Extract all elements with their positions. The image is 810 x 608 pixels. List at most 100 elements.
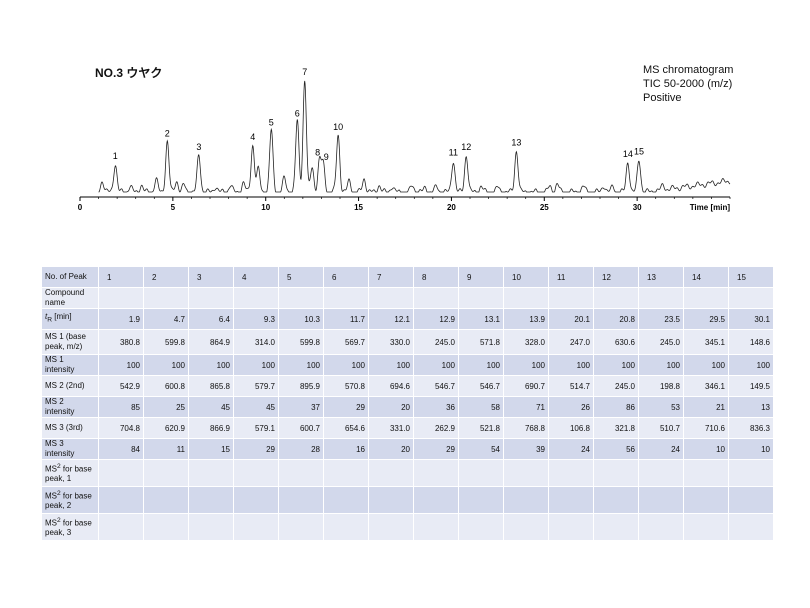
table-header-row: No. of Peak 1 2 3 4 5 6 7 8 9 10 11 12 13 14 15 [41,266,774,288]
table-cell: 570.8 [323,375,369,397]
table-cell [233,513,279,541]
table-cell: 100 [503,354,549,376]
table-cell: 247.0 [548,329,594,355]
table-cell: 345.1 [683,329,729,355]
peak-label-15: 15 [634,147,644,157]
table-cell: 262.9 [413,417,459,439]
table-cell: 29 [413,438,459,460]
row-label: MS 1 intensity [41,354,99,376]
table-cell [683,459,729,487]
peak-label-1: 1 [113,151,118,161]
table-cell: 630.6 [593,329,639,355]
table-row: MS2 for base peak, 3 [41,513,774,541]
peak-label-10: 10 [333,122,343,132]
peak-number: 14 [683,266,729,288]
table-cell: 198.8 [638,375,684,397]
table-cell [368,459,414,487]
table-cell [98,459,144,487]
table-cell: 28 [278,438,324,460]
table-cell [503,513,549,541]
table-cell: 245.0 [638,329,684,355]
table-cell: 521.8 [458,417,504,439]
table-cell [638,459,684,487]
tic-trace [98,80,731,193]
table-cell [143,459,189,487]
peak-number: 10 [503,266,549,288]
peak-number: 1 [98,266,144,288]
table-cell: 542.9 [98,375,144,397]
table-cell: 694.6 [368,375,414,397]
table-cell: 331.0 [368,417,414,439]
table-cell [188,513,234,541]
table-cell: 579.1 [233,417,279,439]
table-cell: 100 [233,354,279,376]
table-row: MS 1 (base peak, m/z) 380.8 599.8 864.9 314.… [41,329,774,355]
table-cell: 149.5 [728,375,774,397]
table-cell [728,287,774,309]
table-row: Compound name [41,287,774,309]
table-cell [413,513,459,541]
table-cell: 704.8 [98,417,144,439]
table-cell [143,287,189,309]
table-cell [98,287,144,309]
table-cell: 571.8 [458,329,504,355]
table-cell: 20.1 [548,308,594,330]
table-cell: 29.5 [683,308,729,330]
row-label: MS2 for base peak, 2 [41,486,99,514]
table-cell: 768.8 [503,417,549,439]
table-cell: 600.8 [143,375,189,397]
table-cell [458,486,504,514]
table-cell: 245.0 [593,375,639,397]
row-label: MS 2 intensity [41,396,99,418]
peak-number: 2 [143,266,189,288]
table-cell [143,513,189,541]
peak-label-9: 9 [324,152,329,162]
table-row: MS 3 (3rd) 704.8 620.9 866.9 579.1 600.7 654.6… [41,417,774,439]
table-cell: 546.7 [413,375,459,397]
table-cell: 100 [413,354,459,376]
x-tick-label: 30 [633,203,642,212]
table-row: MS 2 (2nd) 542.9 600.8 865.8 579.7 895.9 570.8… [41,375,774,397]
table-cell: 11.7 [323,308,369,330]
table-cell: 23.5 [638,308,684,330]
x-tick-label: 0 [78,203,83,212]
table-cell [278,459,324,487]
table-cell: 100 [323,354,369,376]
table-row: MS 3 intensity 84 11 15 29 28 16 20 29 54 39 24 56 24… [41,438,774,460]
x-tick-label: 10 [261,203,270,212]
table-cell [728,459,774,487]
table-cell: 13.1 [458,308,504,330]
table-cell: 328.0 [503,329,549,355]
table-cell [413,459,459,487]
peak-label-7: 7 [302,67,307,77]
peak-label-5: 5 [269,117,274,127]
table-cell [683,513,729,541]
table-cell [638,486,684,514]
table-cell: 865.8 [188,375,234,397]
table-cell [593,287,639,309]
table-cell: 330.0 [368,329,414,355]
table-cell: 654.6 [323,417,369,439]
row-label: tR [min] [41,308,99,330]
table-cell: 321.8 [593,417,639,439]
table-cell [548,459,594,487]
table-cell: 54 [458,438,504,460]
peak-number: 13 [638,266,684,288]
table-cell [323,513,369,541]
table-cell [548,287,594,309]
x-tick-label: 20 [447,203,456,212]
table-cell: 100 [368,354,414,376]
table-cell: 546.7 [458,375,504,397]
table-cell [503,459,549,487]
chromatogram-info: MS chromatogram TIC 50-2000 (m/z) Positi… [643,63,733,105]
table-cell [593,513,639,541]
table-cell [458,459,504,487]
table-cell: 100 [548,354,594,376]
table-cell: 620.9 [143,417,189,439]
ms-peak-table: No. of Peak 1 2 3 4 5 6 7 8 9 10 11 12 13 14 15 Compound… [41,266,774,541]
table-cell: 12.1 [368,308,414,330]
table-cell: 15 [188,438,234,460]
table-cell [413,486,459,514]
table-cell: 53 [638,396,684,418]
table-cell: 26 [548,396,594,418]
